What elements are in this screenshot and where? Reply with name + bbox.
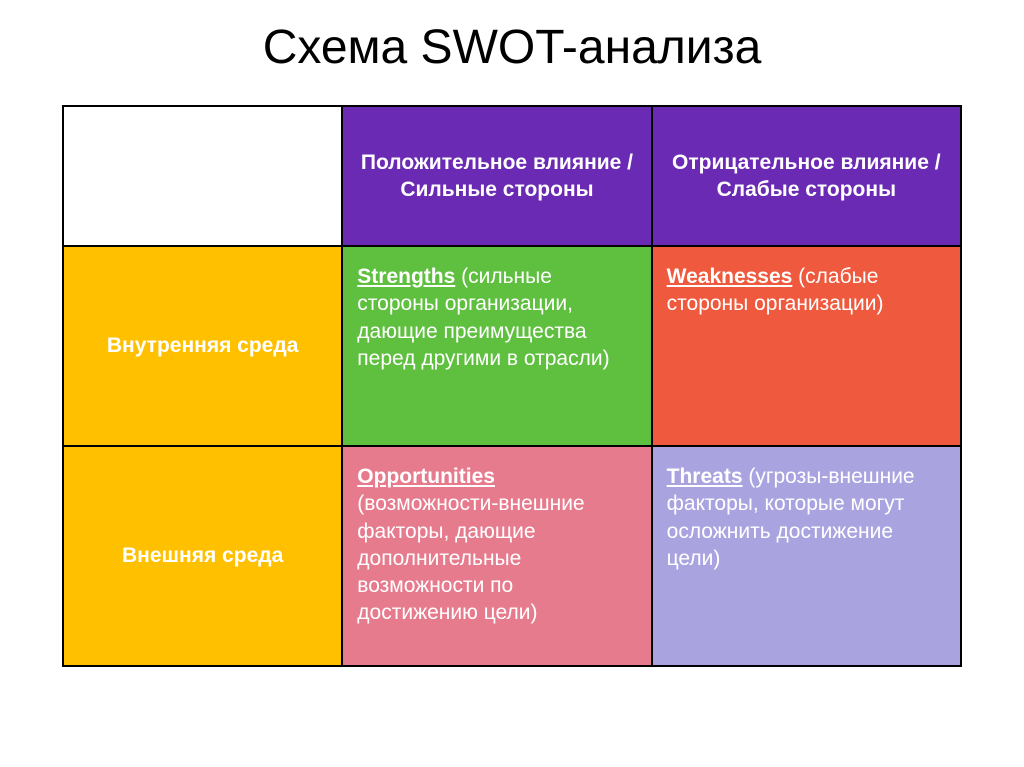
opportunities-text: (возможности-внешние факторы, дающие доп… (357, 492, 584, 624)
header-negative: Отрицательное влияние / Слабые стороны (652, 106, 961, 246)
header-positive: Положительное влияние / Сильные стороны (342, 106, 651, 246)
opportunities-keyword: Opportunities (357, 465, 495, 488)
cell-strengths: Strengths (сильные стороны организации, … (342, 246, 651, 446)
weaknesses-keyword: Weaknesses (667, 265, 793, 288)
strengths-keyword: Strengths (357, 265, 455, 288)
rowhead-external: Внешняя среда (63, 446, 342, 666)
cell-opportunities: Opportunities (возможности-внешние факто… (342, 446, 651, 666)
external-row: Внешняя среда Opportunities (возможности… (63, 446, 961, 666)
cell-threats: Threats (угрозы-внешние факторы, которые… (652, 446, 961, 666)
cell-empty (63, 106, 342, 246)
rowhead-internal: Внутренняя среда (63, 246, 342, 446)
internal-row: Внутренняя среда Strengths (сильные стор… (63, 246, 961, 446)
cell-weaknesses: Weaknesses (слабые стороны организации) (652, 246, 961, 446)
threats-keyword: Threats (667, 465, 743, 488)
swot-table: Положительное влияние / Сильные стороны … (62, 105, 962, 667)
page-title: Схема SWOT-анализа (263, 20, 762, 75)
header-row: Положительное влияние / Сильные стороны … (63, 106, 961, 246)
